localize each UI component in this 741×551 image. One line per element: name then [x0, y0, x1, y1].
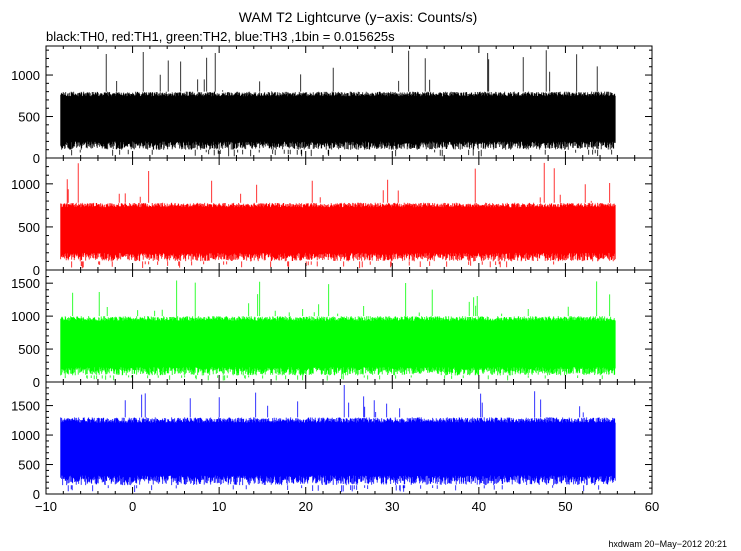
- y-tick-label: 1500: [11, 399, 40, 414]
- series-th0-trace: [60, 50, 616, 157]
- y-tick-label: 500: [18, 342, 40, 357]
- series-th2-trace: [60, 280, 616, 381]
- y-tick-label: 0: [33, 375, 40, 390]
- y-tick-label: 1000: [11, 309, 40, 324]
- y-tick-label: 1000: [11, 177, 40, 192]
- chart-title: WAM T2 Lightcurve (y−axis: Counts/s): [239, 9, 477, 25]
- x-tick-label: 20: [298, 499, 312, 514]
- y-tick-label: 500: [18, 458, 40, 473]
- panel-th2: 0 500 1000 1500: [11, 269, 653, 390]
- y-tick-label: 1000: [11, 68, 40, 83]
- timestamp-footer: hxdwam 20−May−2012 20:21: [608, 539, 727, 549]
- x-tick-label: 50: [558, 499, 572, 514]
- panel-th0: 0 500 1000: [11, 45, 653, 166]
- series-th1-trace: [60, 162, 616, 269]
- series-th3-trace: [60, 385, 616, 492]
- y-tick-label: 1000: [11, 428, 40, 443]
- x-axis: −10 0 10 20 30 40 50 60: [35, 499, 659, 514]
- x-tick-label: 60: [645, 499, 659, 514]
- x-tick-label: 30: [385, 499, 399, 514]
- y-tick-label: 500: [18, 110, 40, 125]
- panel-frame: [45, 381, 653, 495]
- chart-subtitle: black:TH0, red:TH1, green:TH2, blue:TH3 …: [46, 29, 395, 44]
- x-tick-label: −10: [35, 499, 57, 514]
- y-tick-label: 0: [33, 487, 40, 502]
- x-tick-label: 40: [472, 499, 486, 514]
- panel-th3: 0 500 1000 1500: [11, 381, 653, 502]
- y-tick-label: 1500: [11, 276, 40, 291]
- y-tick-label: 0: [33, 263, 40, 278]
- y-tick-label: 0: [33, 151, 40, 166]
- x-tick-label: 10: [212, 499, 226, 514]
- y-tick-label: 500: [18, 220, 40, 235]
- panel-th1: 0 500 1000: [11, 157, 653, 278]
- x-tick-label: 0: [129, 499, 136, 514]
